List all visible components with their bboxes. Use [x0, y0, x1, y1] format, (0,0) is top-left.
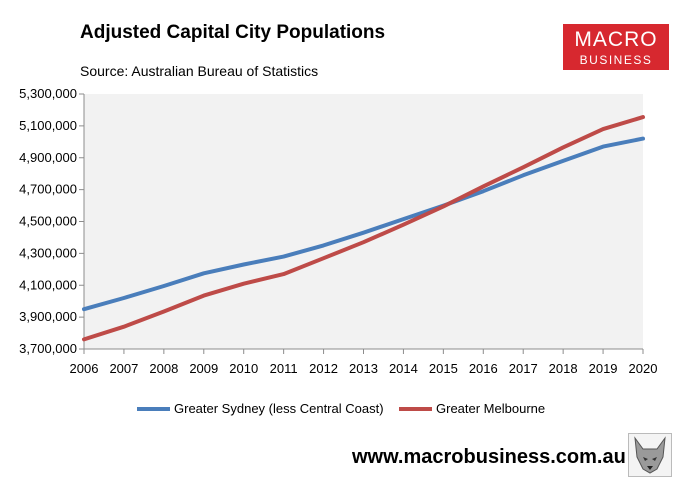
y-tick-label: 5,300,000: [19, 86, 77, 101]
line-chart: 3,700,000 3,900,000 4,100,000 4,300,000 4,50…: [19, 86, 658, 376]
y-tick-label: 4,100,000: [19, 277, 77, 292]
wolf-logo-icon: [628, 433, 672, 477]
series-line-sydney: [82, 136, 645, 312]
x-tick-label: 2008: [149, 361, 178, 376]
x-tick-label: 2014: [389, 361, 418, 376]
chart-title: Adjusted Capital City Populations: [80, 22, 386, 43]
y-tick-label: 4,500,000: [19, 214, 77, 229]
macro-business-logo: MACRO BUSINESS: [563, 24, 669, 70]
legend-item-melbourne: Greater Melbourne: [399, 401, 545, 416]
y-tick-label: 4,700,000: [19, 182, 77, 197]
x-tick-label: 2020: [629, 361, 658, 376]
legend-label-melbourne: Greater Melbourne: [436, 401, 546, 416]
logo-line-1: MACRO: [574, 28, 658, 51]
x-tick-label: 2007: [109, 361, 138, 376]
x-tick-label: 2018: [549, 361, 578, 376]
y-tick-label: 4,900,000: [19, 150, 77, 165]
y-tick-label: 3,900,000: [19, 309, 77, 324]
footer-url: www.macrobusiness.com.au: [352, 446, 626, 468]
y-tick-label: 4,300,000: [19, 245, 77, 260]
legend-swatch-melbourne: [399, 406, 432, 411]
legend-swatch-sydney: [137, 406, 170, 411]
y-tick-label: 3,700,000: [19, 341, 77, 356]
x-tick-label: 2006: [70, 361, 99, 376]
x-axis-ticks: 2006 2007 2008 2009 2010 2011 2012 2013 2014 2015…: [70, 349, 658, 376]
x-tick-label: 2012: [309, 361, 338, 376]
series-lines: [82, 115, 645, 342]
x-tick-label: 2010: [229, 361, 258, 376]
x-tick-label: 2013: [349, 361, 378, 376]
y-tick-label: 5,100,000: [19, 118, 77, 133]
series-line-melbourne: [82, 115, 645, 342]
y-axis-ticks: 3,700,000 3,900,000 4,100,000 4,300,000 4,50…: [19, 86, 84, 356]
x-tick-label: 2017: [509, 361, 538, 376]
x-tick-label: 2019: [589, 361, 618, 376]
legend-label-sydney: Greater Sydney (less Central Coast): [174, 401, 384, 416]
legend-item-sydney: Greater Sydney (less Central Coast): [137, 401, 384, 416]
logo-line-2: BUSINESS: [579, 53, 653, 67]
x-tick-label: 2015: [429, 361, 458, 376]
chart-source: Source: Australian Bureau of Statistics: [80, 63, 319, 79]
x-tick-label: 2016: [469, 361, 498, 376]
x-tick-label: 2009: [189, 361, 218, 376]
x-tick-label: 2011: [270, 361, 298, 376]
